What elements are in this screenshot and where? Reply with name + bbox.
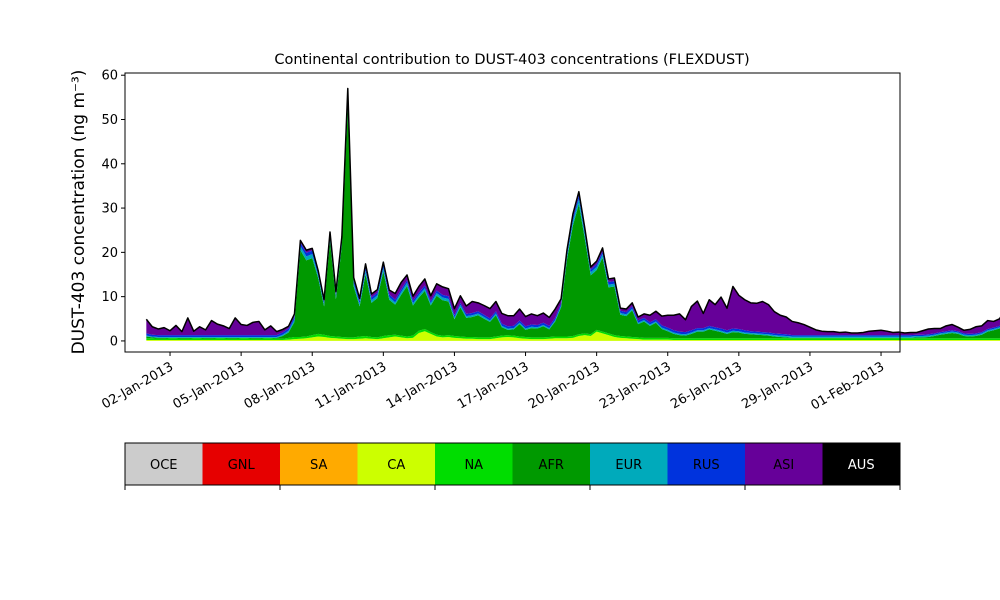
y-axis-ticks: 0 10 20 30 40 50 60 bbox=[101, 69, 125, 349]
legend-swatch-asi bbox=[745, 443, 823, 485]
total-outline bbox=[145, 87, 1000, 334]
y-tick-label: 0 bbox=[110, 334, 118, 349]
legend-label-na: NA bbox=[464, 458, 483, 473]
stacked-area-series bbox=[145, 87, 1000, 341]
area-afr bbox=[146, 107, 1000, 339]
legend-swatch-eur bbox=[590, 443, 668, 485]
legend-swatch-rus bbox=[667, 443, 745, 485]
y-tick-label: 60 bbox=[101, 69, 118, 84]
legend-label-ca: CA bbox=[387, 458, 405, 473]
x-tick-label: 20-Jan-2013 bbox=[526, 359, 603, 412]
legend-swatch-gnl bbox=[202, 443, 280, 485]
legend-swatch-aus bbox=[822, 443, 900, 485]
legend-label-aus: AUS bbox=[848, 458, 875, 473]
legend-label-gnl: GNL bbox=[228, 458, 256, 473]
x-tick-label: 26-Jan-2013 bbox=[668, 359, 745, 412]
x-tick-label: 29-Jan-2013 bbox=[739, 359, 816, 412]
legend-swatch-sa bbox=[280, 443, 358, 485]
y-tick-label: 50 bbox=[101, 113, 118, 128]
area-na bbox=[146, 328, 1000, 341]
y-axis-label: DUST-403 concentration (ng m⁻³) bbox=[69, 70, 89, 355]
plot-frame bbox=[124, 72, 901, 353]
y-tick-label: 10 bbox=[101, 290, 118, 305]
legend-label-asi: ASI bbox=[773, 458, 794, 473]
y-tick-label: 20 bbox=[101, 246, 118, 261]
x-tick-label: 14-Jan-2013 bbox=[384, 359, 461, 412]
chart-title: Continental contribution to DUST-403 con… bbox=[274, 52, 749, 68]
x-tick-label: 17-Jan-2013 bbox=[455, 359, 532, 412]
x-tick-label: 01-Feb-2013 bbox=[808, 359, 887, 413]
legend-swatch-oce bbox=[125, 443, 203, 485]
area-ca bbox=[146, 331, 1000, 341]
y-tick-label: 30 bbox=[101, 202, 118, 217]
legend-swatch-afr bbox=[512, 443, 590, 485]
x-tick-label: 11-Jan-2013 bbox=[313, 359, 390, 412]
legend-label-sa: SA bbox=[310, 458, 327, 473]
legend-label-eur: EUR bbox=[615, 458, 642, 473]
legend-label-rus: RUS bbox=[693, 458, 720, 473]
x-tick-label: 02-Jan-2013 bbox=[99, 359, 176, 412]
legend-swatch-ca bbox=[357, 443, 435, 485]
colorbar-legend: OCE GNL SA CA NA AFR EUR RUS ASI AUS bbox=[124, 442, 901, 490]
y-tick-label: 40 bbox=[101, 157, 118, 172]
legend-label-oce: OCE bbox=[150, 458, 178, 473]
legend-label-afr: AFR bbox=[539, 458, 564, 473]
legend-swatch-na bbox=[435, 443, 513, 485]
x-tick-label: 05-Jan-2013 bbox=[171, 359, 248, 412]
x-axis-ticks: 02-Jan-201305-Jan-201308-Jan-201311-Jan-… bbox=[99, 352, 887, 413]
x-tick-label: 23-Jan-2013 bbox=[597, 359, 674, 412]
x-tick-label: 08-Jan-2013 bbox=[242, 359, 319, 412]
legend-frame bbox=[124, 442, 901, 486]
